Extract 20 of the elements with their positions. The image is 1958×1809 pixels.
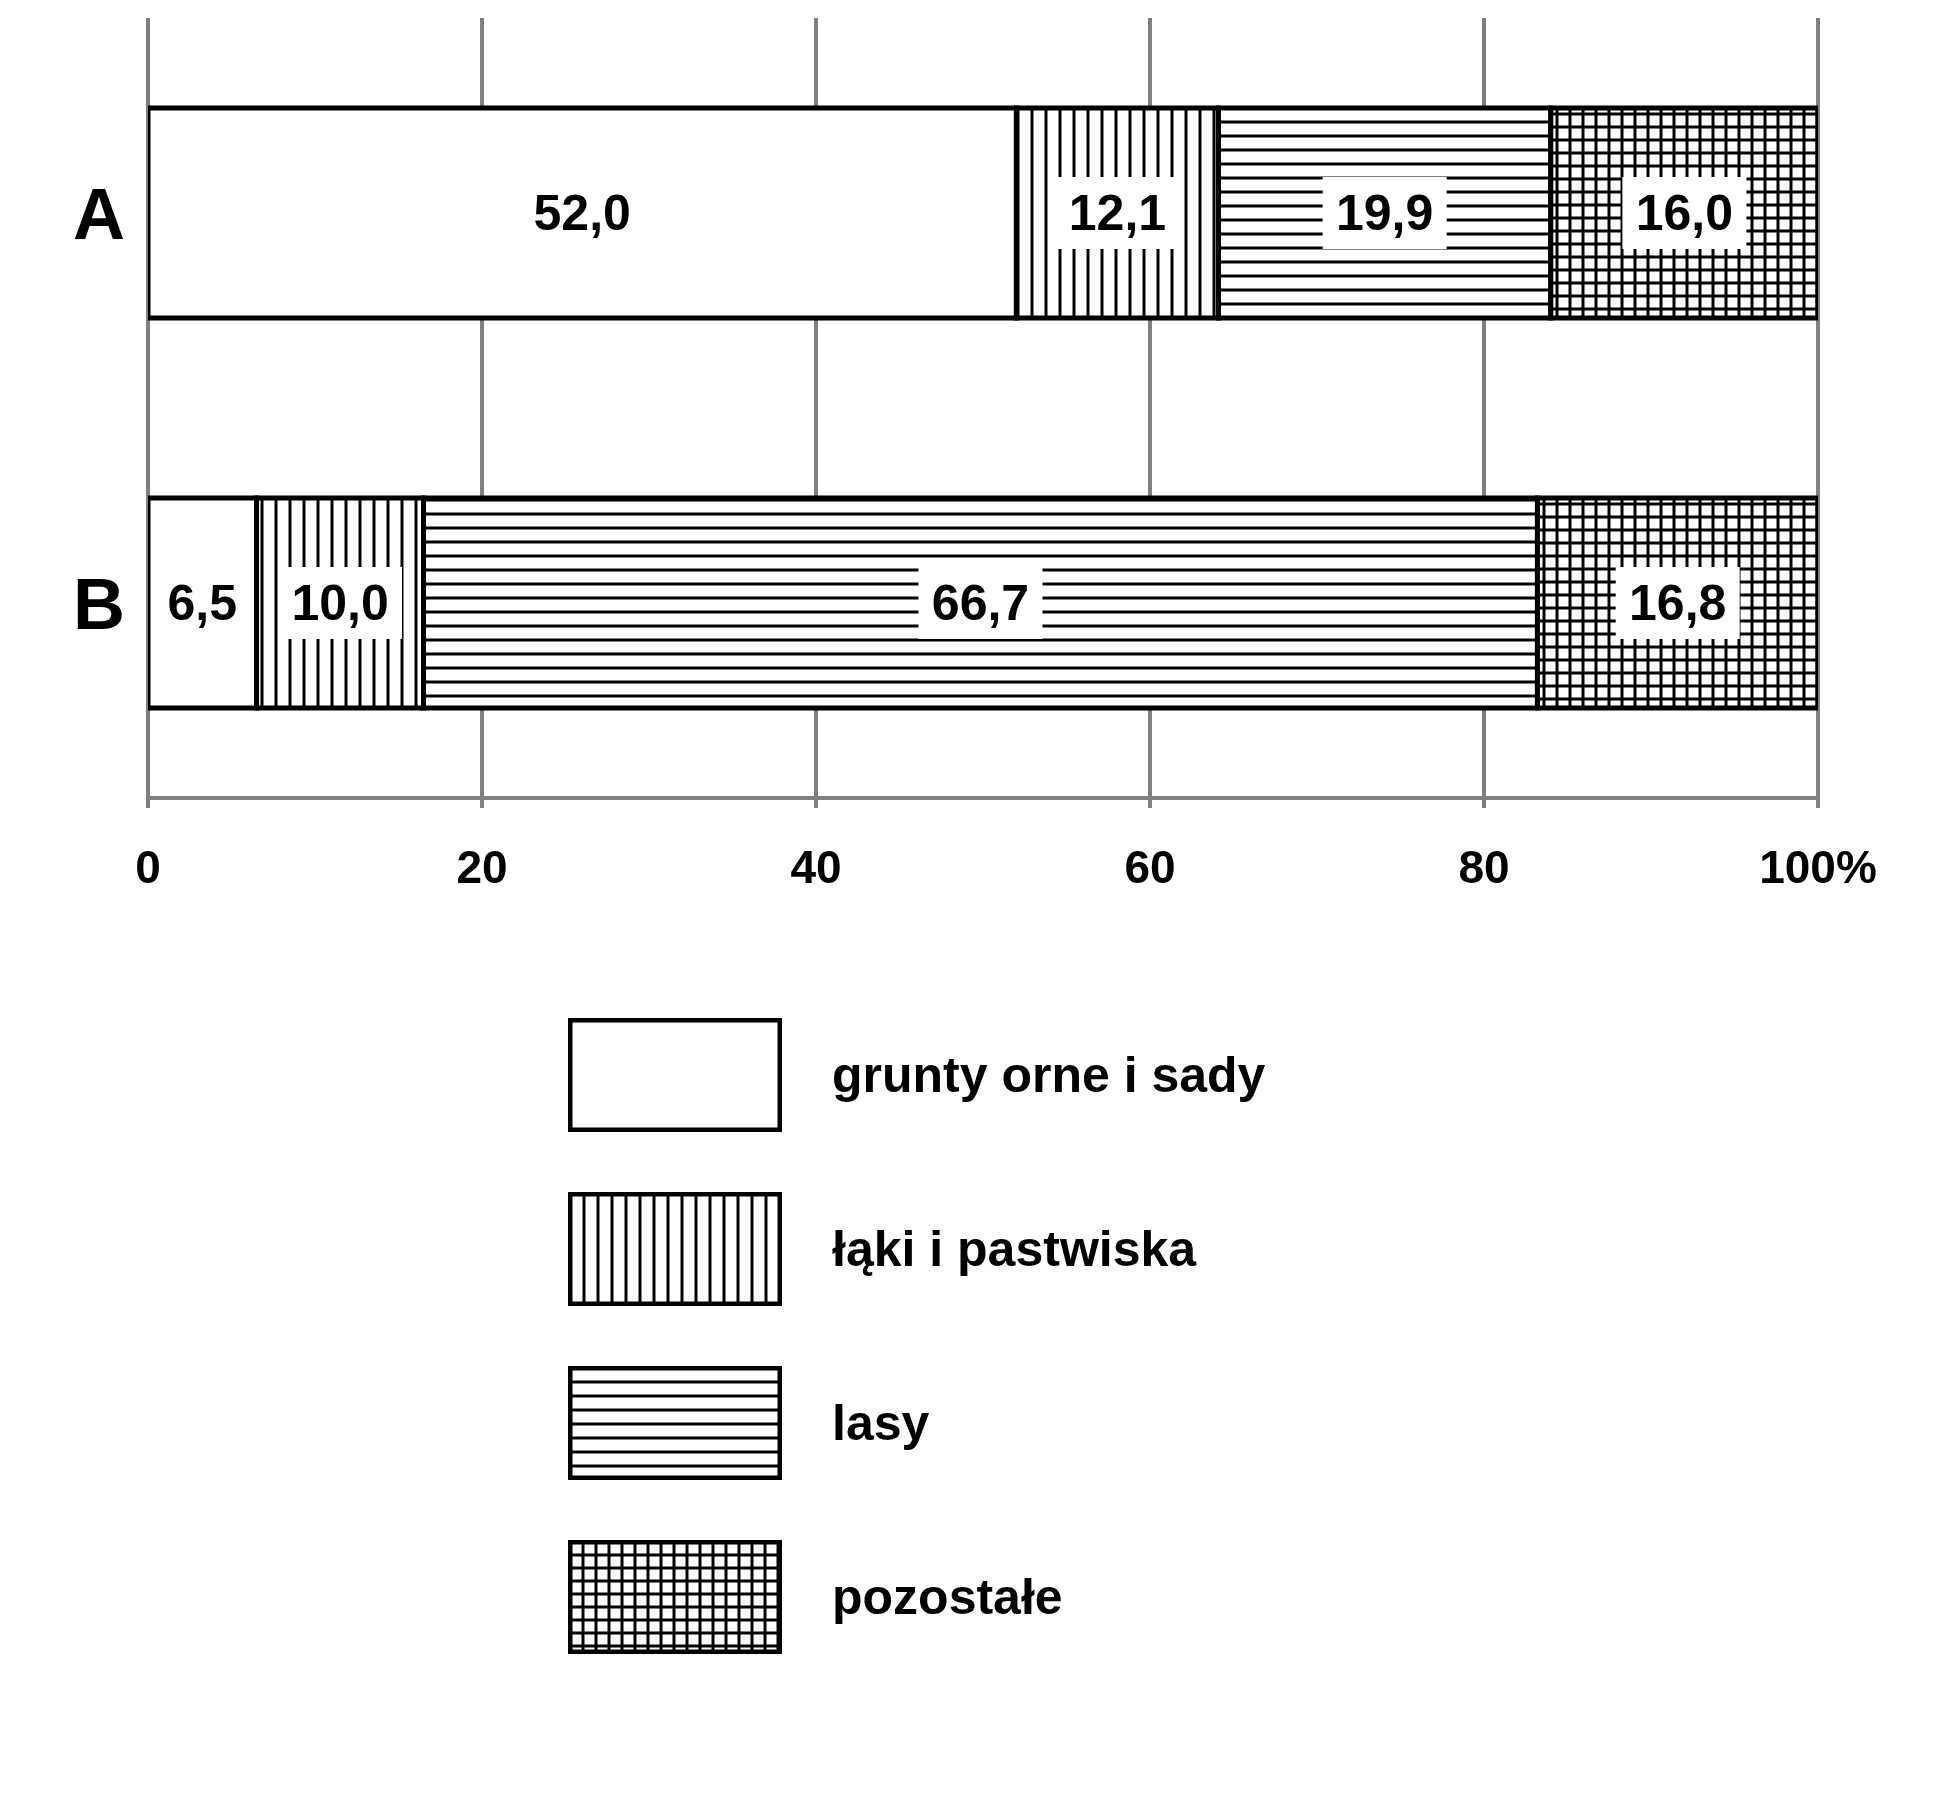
legend-label: grunty orne i sady (832, 1046, 1266, 1104)
data-label: 6,5 (167, 575, 238, 631)
data-label: 16,0 (1635, 185, 1734, 241)
x-tick-label: 60 (1124, 840, 1176, 893)
x-tick-label: 100% (1759, 840, 1877, 893)
data-label: 66,7 (931, 575, 1030, 631)
data-label: 52,0 (533, 185, 631, 241)
data-label: 10,0 (291, 575, 389, 631)
x-tick-label: 80 (1458, 840, 1510, 893)
legend-label: lasy (832, 1394, 930, 1452)
x-tick-label: 20 (456, 840, 508, 893)
y-tick-label: A (73, 173, 125, 254)
data-label: 12,1 (1068, 185, 1167, 241)
legend-label: pozostałe (832, 1568, 1063, 1626)
x-tick-label: 0 (135, 840, 161, 893)
data-label: 19,9 (1335, 185, 1434, 241)
data-label: 16,8 (1629, 575, 1727, 631)
x-tick-label: 40 (790, 840, 842, 893)
legend-label: łąki i pastwiska (832, 1220, 1197, 1278)
y-tick-label: B (73, 563, 125, 644)
